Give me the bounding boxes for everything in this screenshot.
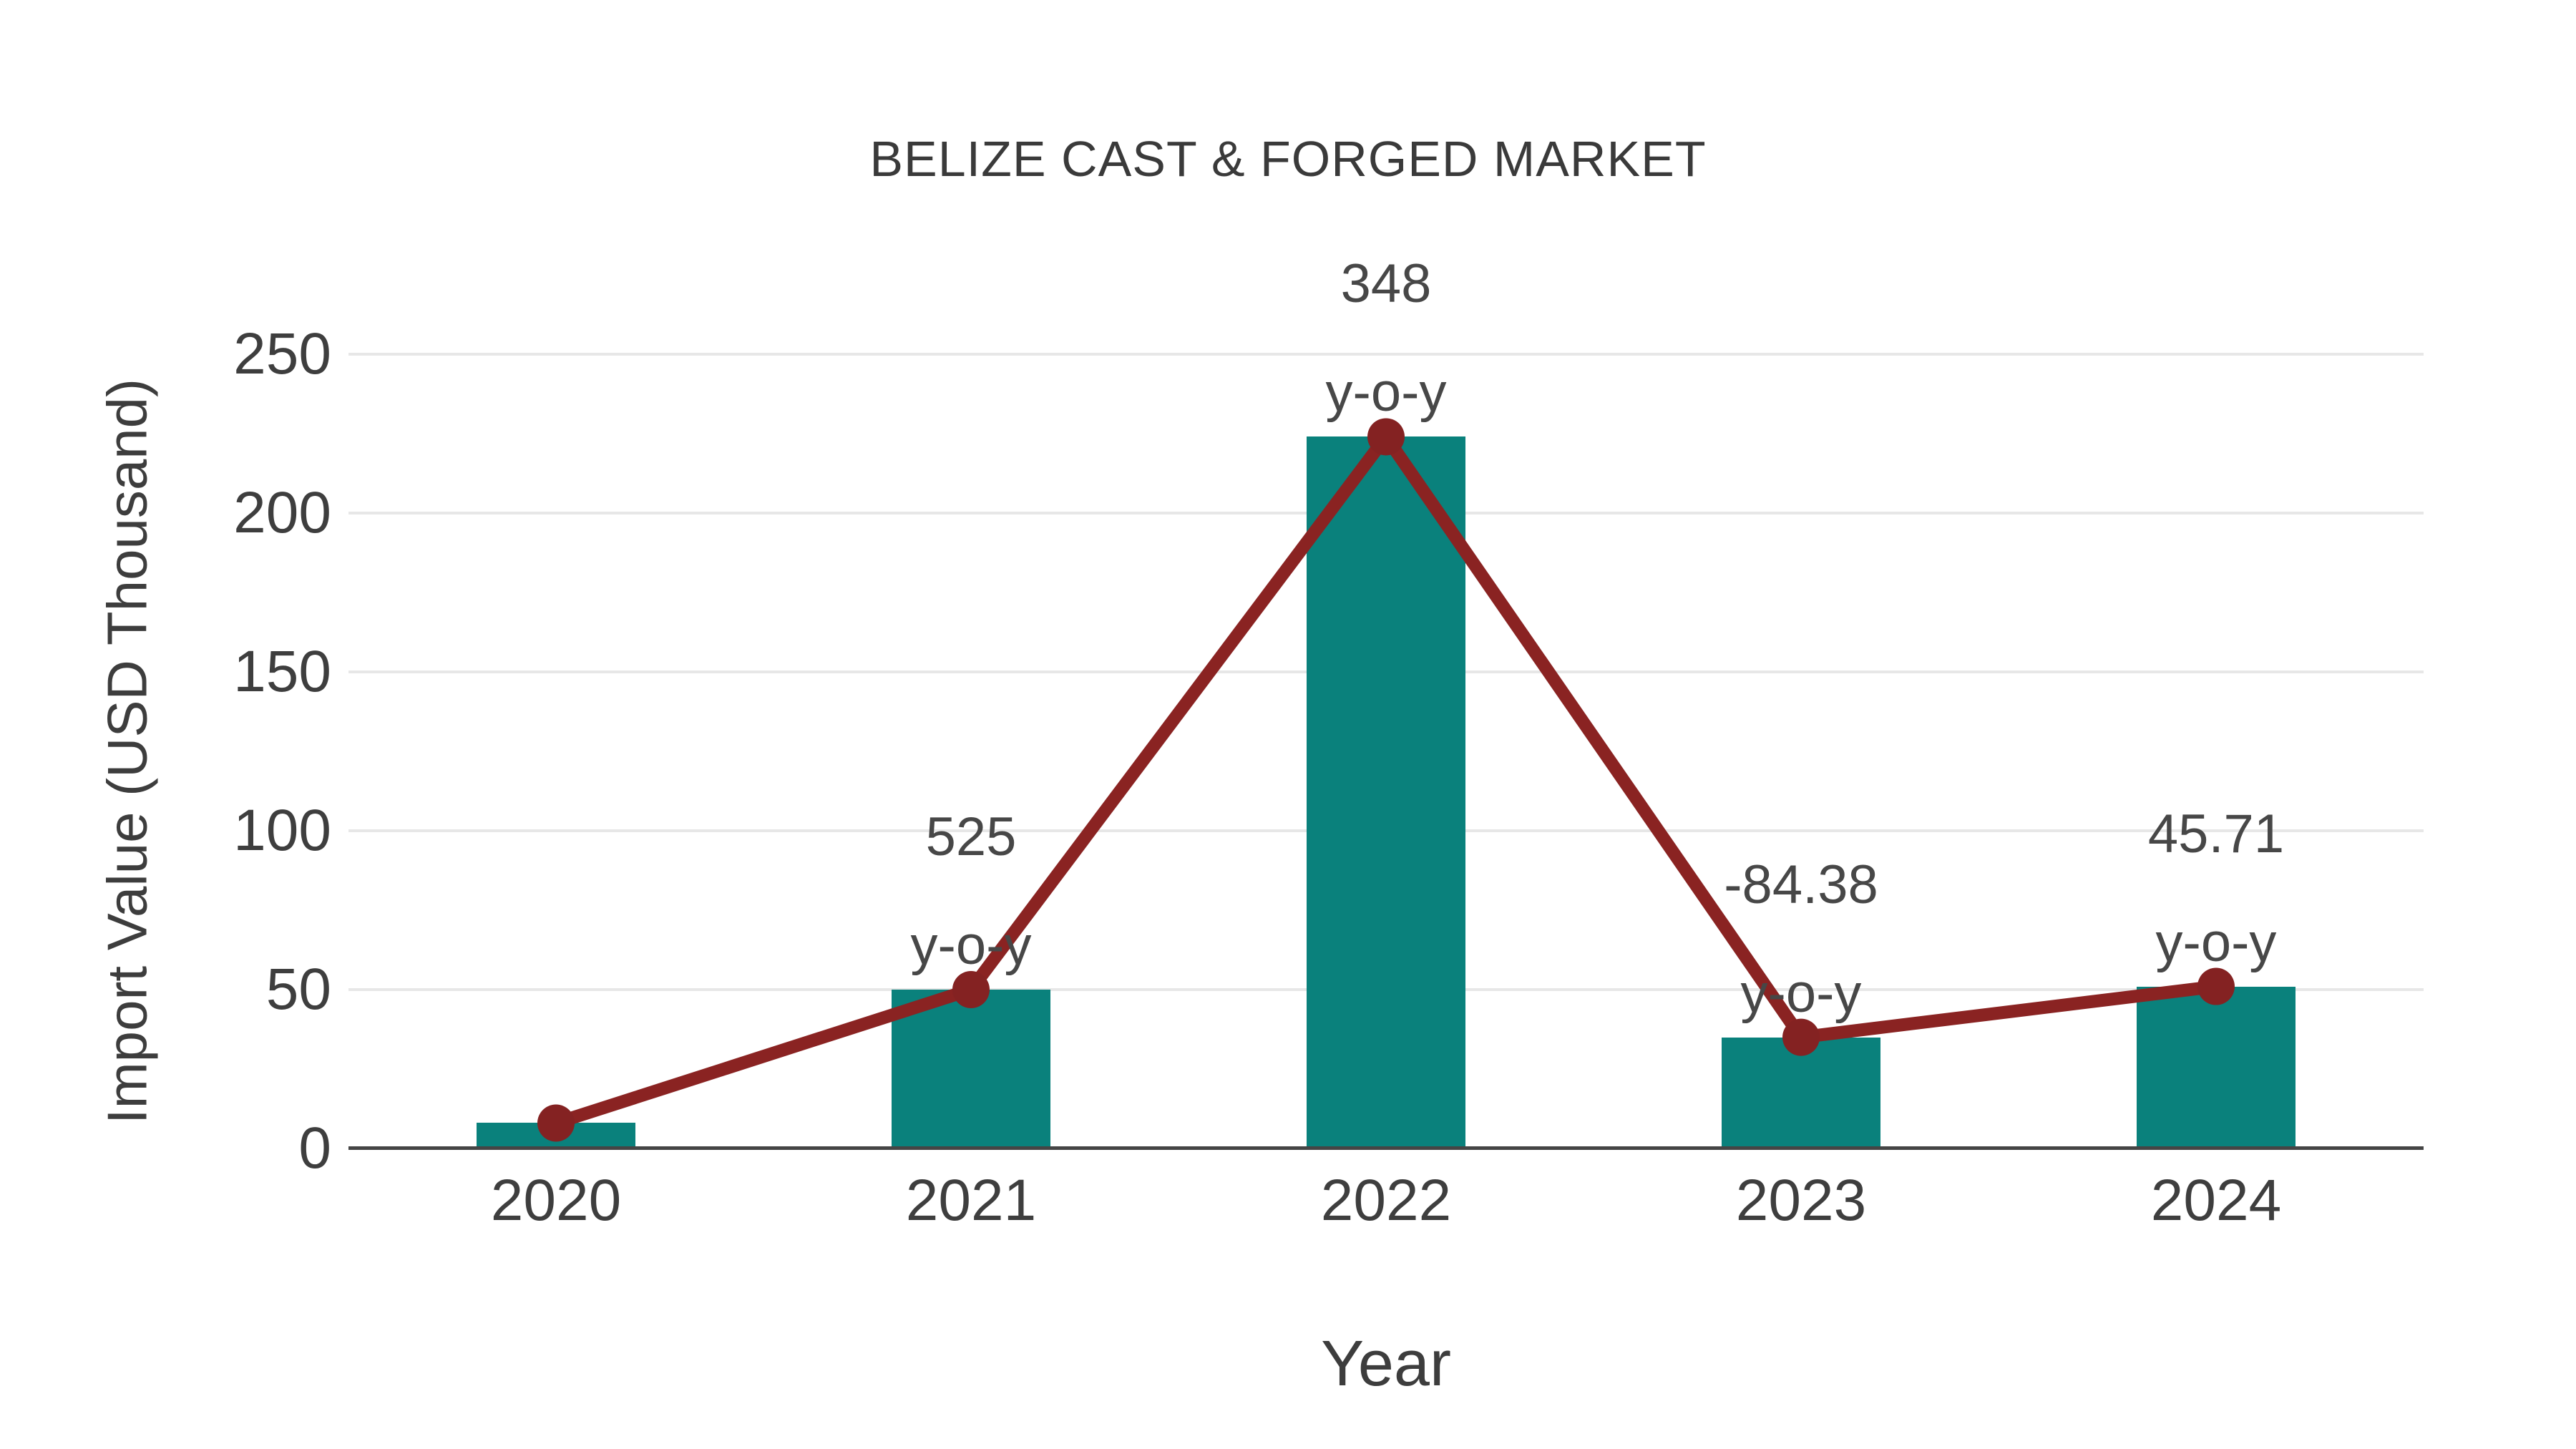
data-point-marker-2022 [1367,418,1405,456]
trend-line-layer [537,418,2235,1142]
yoy-trend-line [554,426,2218,1130]
x-tick-label: 2022 [1320,1168,1452,1233]
chart-title: BELIZE CAST & FORGED MARKET [869,131,1707,187]
data-point-marker-2020 [537,1104,575,1142]
annotation-2024: 45.71 y-o-y [2148,780,2284,997]
x-tick-label: 2021 [905,1168,1037,1233]
x-tick-label: 2024 [2150,1168,2282,1233]
y-tick-label: 250 [233,321,331,386]
plot-area: 0 50 100 150 200 250 2020 2021 2022 2023 2024 525 y-… [233,253,2424,1233]
x-tick-label: 2023 [1735,1168,1867,1233]
data-point-marker-2024 [2197,967,2235,1005]
annotation-yoy-label: y-o-y [1740,962,1862,1024]
data-point-marker-2021 [952,971,990,1008]
annotation-2023: -84.38 y-o-y [1724,831,1878,1048]
bar-2021 [892,990,1050,1148]
bar-2022 [1307,436,1465,1148]
x-tick-label: 2020 [490,1168,622,1233]
annotation-yoy-label: y-o-y [2155,912,2277,973]
bar-2024 [2137,986,2296,1148]
annotation-value: 348 [1340,253,1432,315]
annotation-yoy-label: y-o-y [1325,362,1447,424]
y-tick-label: 50 [265,957,331,1022]
y-tick-label: 0 [298,1116,331,1181]
annotation-value: 525 [925,806,1017,867]
x-axis-baseline [348,1146,2424,1150]
y-tick-label: 100 [233,798,331,863]
annotation-2022: 348 y-o-y [1326,230,1447,447]
annotation-value: 45.71 [2147,803,2285,864]
y-tick-label: 150 [233,639,331,704]
y-axis-title: Import Value (USD Thousand) [95,379,159,1124]
x-axis-title: Year [1321,1328,1451,1400]
annotation-yoy-label: y-o-y [910,915,1032,976]
annotation-2021: 525 y-o-y [911,783,1032,1000]
annotation-value: -84.38 [1724,854,1878,915]
gridline-y250 [348,353,2424,356]
y-tick-label: 200 [233,480,331,545]
data-point-marker-2023 [1782,1018,1820,1056]
